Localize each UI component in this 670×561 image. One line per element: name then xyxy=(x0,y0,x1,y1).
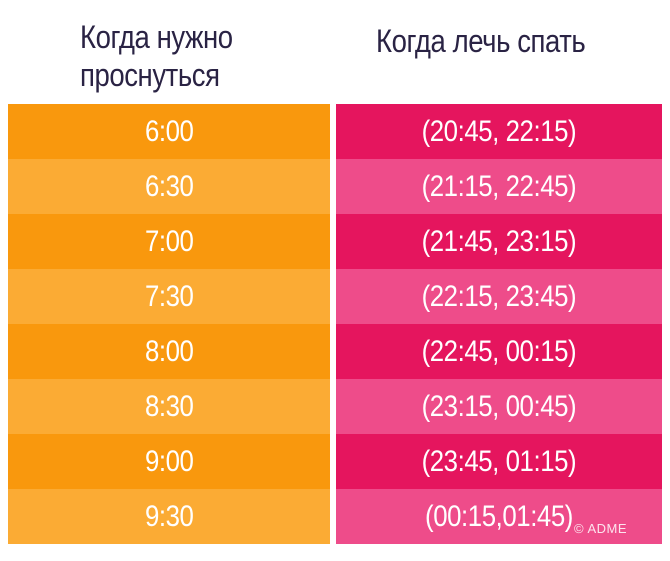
sleep-time-cell: (21:45, 23:15) xyxy=(336,214,662,269)
table-row: 9:00 (23:45, 01:15) xyxy=(0,434,670,489)
sleep-time-cell: (23:45, 01:15) xyxy=(336,434,662,489)
table-header: Когда нужно проснуться Когда лечь спать xyxy=(0,0,670,104)
sleep-time-cell: (22:15, 23:45) xyxy=(336,269,662,324)
table-row: 8:00 (22:45, 00:15) xyxy=(0,324,670,379)
sleep-time-cell: (00:15,01:45) xyxy=(336,489,662,544)
wake-time-cell: 6:00 xyxy=(8,104,330,159)
table-row: 7:00 (21:45, 23:15) xyxy=(0,214,670,269)
wake-time-cell: 9:30 xyxy=(8,489,330,544)
table-row: 8:30 (23:15, 00:45) xyxy=(0,379,670,434)
wake-time-cell: 8:00 xyxy=(8,324,330,379)
wake-column-title: Когда нужно проснуться xyxy=(80,19,233,93)
table-row: 7:30 (22:15, 23:45) xyxy=(0,269,670,324)
wake-time-cell: 6:30 xyxy=(8,159,330,214)
table-row: 6:00 (20:45, 22:15) xyxy=(0,104,670,159)
wake-time-cell: 8:30 xyxy=(8,379,330,434)
sleep-time-cell: (20:45, 22:15) xyxy=(336,104,662,159)
sleep-time-cell: (23:15, 00:45) xyxy=(336,379,662,434)
sleep-time-cell: (21:15, 22:45) xyxy=(336,159,662,214)
table-row: 9:30 (00:15,01:45) xyxy=(0,489,670,544)
adme-watermark: © ADME xyxy=(574,521,628,536)
wake-time-cell: 9:00 xyxy=(8,434,330,489)
table-row: 6:30 (21:15, 22:45) xyxy=(0,159,670,214)
sleep-schedule-table: 6:00 (20:45, 22:15) 6:30 (21:15, 22:45) … xyxy=(0,104,670,544)
sleep-column-title: Когда лечь спать xyxy=(376,23,586,59)
wake-time-cell: 7:30 xyxy=(8,269,330,324)
sleep-time-cell: (22:45, 00:15) xyxy=(336,324,662,379)
wake-time-cell: 7:00 xyxy=(8,214,330,269)
